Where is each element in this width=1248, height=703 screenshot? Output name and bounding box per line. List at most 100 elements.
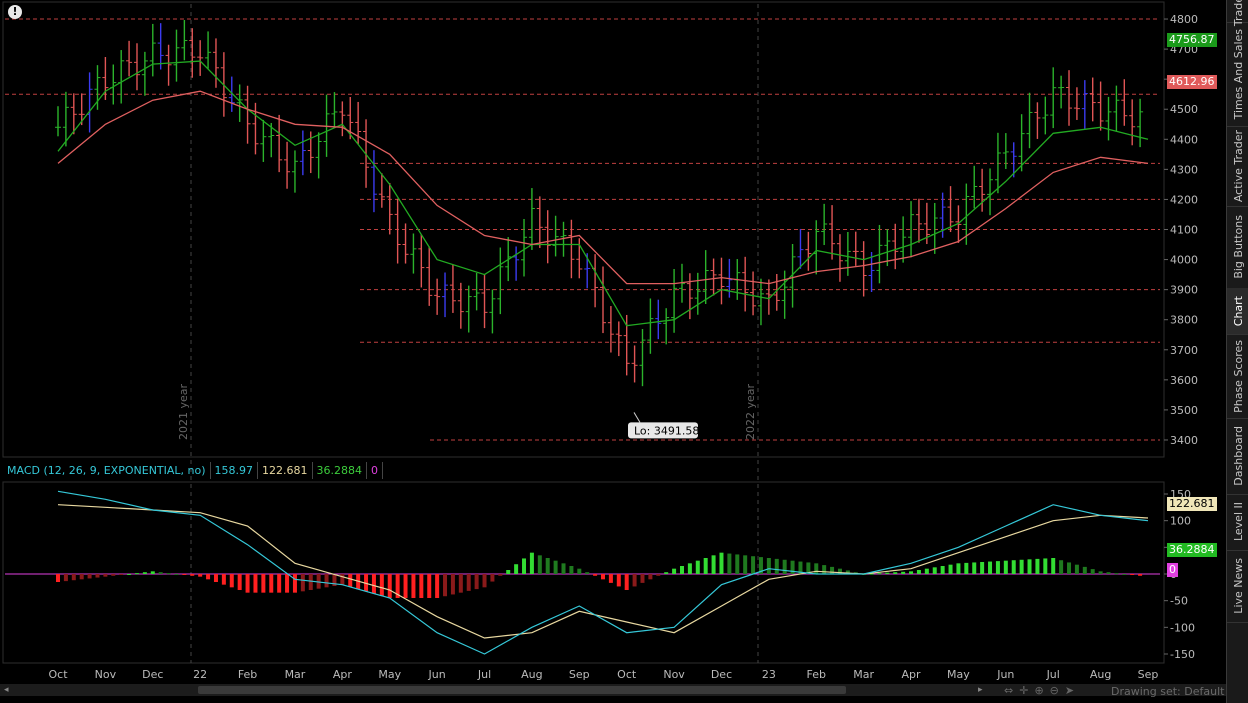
time-axis-label: Mar (285, 668, 306, 681)
price-tick-label: 4100 (1170, 224, 1198, 237)
macd-histogram-bar (980, 562, 985, 574)
pan-icon[interactable]: ⇔ (1004, 684, 1020, 697)
sidebar-tab-label: Times And Sales (1231, 28, 1245, 120)
time-axis-label: Dec (711, 668, 732, 681)
drawing-set-label[interactable]: Drawing set: Default (1111, 685, 1225, 698)
macd-histogram-bar (1082, 566, 1087, 574)
macd-histogram-bar (782, 559, 787, 574)
price-tick-label: 4400 (1170, 133, 1198, 146)
macd-histogram-bar (1003, 560, 1008, 574)
macd-histogram-bar (340, 574, 345, 585)
sidebar-tab-live-news[interactable]: Live News (1227, 550, 1248, 623)
macd-histogram-bar (1027, 559, 1032, 574)
macd-histogram-bar (237, 574, 242, 590)
macd-diff: 36.2884 (313, 462, 368, 479)
macd-avg-badge: 122.681 (1167, 497, 1217, 511)
macd-avg: 122.681 (258, 462, 313, 479)
macd-histogram-bar (1106, 572, 1111, 574)
macd-histogram-bar (56, 574, 60, 582)
macd-histogram-bar (182, 574, 187, 575)
macd-tick-label: -100 (1170, 621, 1195, 634)
crosshair-icon[interactable]: ✛ (1019, 684, 1035, 697)
macd-histogram-bar (561, 563, 566, 574)
time-axis-label: Jul (1046, 668, 1060, 681)
macd-histogram-bar (940, 566, 945, 574)
macd-histogram-bar (63, 574, 68, 582)
time-axis-label: Nov (95, 668, 117, 681)
macd-histogram-bar (916, 570, 921, 574)
time-axis-label: Feb (807, 668, 826, 681)
macd-histogram-bar (798, 561, 803, 574)
zoom-out-icon[interactable]: ⊖ (1049, 684, 1065, 697)
time-axis-label: Apr (902, 668, 922, 681)
macd-histogram-bar (300, 574, 305, 592)
macd-histogram-bar (743, 555, 748, 574)
time-axis-label: Jun (428, 668, 446, 681)
macd-histogram-bar (174, 574, 179, 575)
sidebar-tab-dashboard[interactable]: Dashboard (1227, 418, 1248, 495)
macd-histogram-bar (387, 574, 392, 598)
low-callout-pointer (633, 412, 641, 423)
macd-histogram-bar (119, 574, 124, 575)
pointer-icon[interactable]: ➤ (1064, 684, 1081, 697)
macd-histogram-bar (379, 574, 384, 596)
macd-histogram-bar (292, 574, 297, 593)
macd-histogram-bar (158, 572, 163, 574)
macd-histogram-bar (601, 574, 605, 580)
macd-histogram-bar (103, 574, 108, 577)
horizontal-scrollbar[interactable]: ◂ ▸ (0, 684, 1226, 696)
macd-histogram-bar (758, 557, 763, 574)
macd-zero: 0 (367, 462, 384, 479)
macd-histogram-bar (727, 553, 732, 574)
macd-histogram-bar (656, 574, 661, 576)
time-axis-label: Jun (996, 668, 1014, 681)
alert-icon[interactable]: ! (8, 5, 22, 19)
year-marker-label: 2022 year (744, 383, 757, 440)
last-price-badge: 4756.87 (1167, 33, 1217, 47)
macd-study-label[interactable]: MACD (12, 26, 9, EXPONENTIAL, no) (3, 462, 211, 479)
time-axis-label: Apr (333, 668, 353, 681)
time-axis-label: 22 (193, 668, 207, 681)
sidebar-tab-label: Live News (1231, 558, 1245, 614)
macd-histogram-bar (506, 570, 511, 574)
sidebar-tab-level-ii[interactable]: Level II (1227, 494, 1248, 551)
macd-histogram-bar (529, 552, 534, 574)
sidebar-tab-phase-scores[interactable]: Phase Scores (1227, 334, 1248, 419)
macd-histogram-bar (419, 574, 424, 598)
macd-histogram-bar (774, 558, 779, 574)
macd-histogram-bar (261, 574, 266, 593)
macd-histogram-bar (703, 558, 708, 574)
chart-canvas[interactable]: 3400 3500 3600 3700 3800 3900 4000 4100 4200 4300… (0, 0, 1226, 684)
scroll-left-icon[interactable]: ◂ (4, 685, 9, 695)
macd-histogram-bar (972, 562, 977, 574)
macd-histogram-bar (142, 572, 147, 574)
macd-histogram-bar (569, 566, 574, 574)
macd-histogram-bar (593, 574, 598, 576)
macd-histogram-bar (206, 574, 211, 580)
sidebar-tab-big-buttons[interactable]: Big Buttons (1227, 206, 1248, 289)
price-bars (55, 19, 1144, 387)
macd-histogram-bar (87, 574, 92, 579)
zoom-in-icon[interactable]: ⊕ (1034, 684, 1050, 697)
macd-histogram-bar (324, 574, 329, 588)
moving-averages (57, 60, 1149, 327)
sidebar-tab-chart[interactable]: Chart (1227, 288, 1248, 335)
macd-histogram-bar (830, 566, 835, 574)
sidebar-tab-label: Dashboard (1231, 426, 1245, 486)
macd-histogram-bar (877, 573, 882, 575)
sidebar-tab-trade[interactable]: Trade (1227, 0, 1248, 26)
macd-histogram-bar (127, 574, 132, 575)
macd-tick-label: -50 (1170, 595, 1188, 608)
low-callout: Lo: 3491.58 (628, 412, 699, 439)
scroll-right-icon[interactable]: ▸ (978, 685, 983, 695)
scroll-thumb[interactable] (198, 686, 846, 694)
macd-tick-label: 100 (1170, 515, 1191, 528)
macd-avg-line (57, 504, 1149, 639)
macd-histogram-bar (679, 566, 684, 574)
sidebar-tab-times-and-sales[interactable]: Times And Sales (1227, 22, 1248, 127)
macd-histogram-bar (719, 552, 724, 574)
sidebar-tab-label: Level II (1231, 502, 1245, 542)
sidebar-tab-active-trader[interactable]: Active Trader (1227, 126, 1248, 207)
price-tick-label: 4800 (1170, 13, 1198, 26)
macd-histogram-bar (498, 574, 503, 576)
